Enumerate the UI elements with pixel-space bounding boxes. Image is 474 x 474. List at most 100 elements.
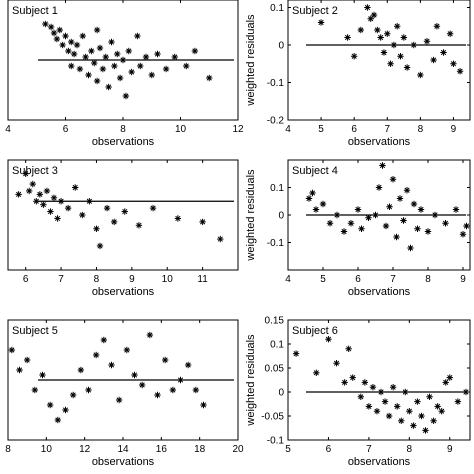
x-axis-label: observations (348, 456, 411, 468)
data-point (333, 360, 340, 367)
data-point (217, 235, 224, 243)
data-point (370, 11, 378, 19)
data-point (85, 386, 92, 394)
data-point (426, 393, 433, 400)
data-point (105, 83, 112, 91)
data-point (62, 32, 69, 40)
data-point (174, 215, 182, 222)
data-point (410, 41, 417, 49)
y-tick-label: 0.1 (270, 3, 284, 14)
data-point (131, 371, 138, 379)
panel-5: 8 10 12 14 16 18 20 Subject 5 observations (5, 319, 244, 468)
data-point (377, 388, 385, 396)
data-point (344, 34, 351, 41)
x-tick-label: 7 (366, 444, 372, 455)
data-point (406, 408, 413, 415)
panel-6: 5 6 7 8 9 0.15 0.1 0.05 0 -0.05 -0.1 Subject 6 obser… (245, 316, 471, 468)
data-point (96, 44, 104, 52)
data-point (154, 50, 161, 58)
data-point (47, 23, 55, 31)
panel-2: 4 5 6 7 8 9 0.1 0 -0.1 -0.2 Subject 2 observations w… (245, 0, 471, 148)
data-point (65, 47, 72, 55)
data-point (177, 376, 184, 384)
data-point (123, 346, 131, 354)
x-tick-label: 8 (5, 444, 11, 455)
data-point (15, 191, 22, 198)
x-tick-label: 5 (320, 274, 326, 285)
data-point (40, 201, 47, 208)
data-point (111, 62, 118, 70)
x-tick-label: 5 (285, 444, 291, 455)
data-point (394, 23, 401, 30)
data-point (29, 180, 36, 188)
data-point (365, 403, 373, 410)
data-point (410, 422, 417, 429)
panel-title: Subject 1 (12, 5, 58, 17)
x-tick-label: 14 (117, 444, 129, 455)
data-point (386, 203, 393, 210)
data-point (88, 47, 95, 55)
x-tick-label: 12 (232, 124, 244, 135)
data-point (135, 222, 143, 229)
y-tick-label: 0 (278, 388, 284, 399)
data-point (125, 47, 132, 55)
x-tick-label: 7 (390, 274, 396, 285)
data-point (53, 35, 61, 43)
panel-title: Subject 3 (12, 165, 58, 177)
data-point (389, 384, 397, 391)
data-point (148, 71, 155, 79)
data-point (100, 336, 108, 344)
data-point (50, 194, 58, 202)
data-point (381, 398, 389, 405)
x-tick-label: 12 (79, 444, 91, 455)
data-point (184, 361, 192, 369)
panel-title: Subject 2 (292, 5, 338, 17)
x-tick-label: 20 (232, 444, 244, 455)
data-point (442, 379, 449, 386)
x-tick-label: 6 (326, 444, 332, 455)
data-point (69, 391, 77, 399)
data-point (56, 26, 63, 34)
x-tick-label: 5 (318, 124, 324, 135)
data-point (403, 64, 411, 71)
data-point (146, 331, 154, 339)
data-point (93, 77, 101, 85)
data-point (407, 244, 414, 252)
x-tick-label: 8 (407, 444, 413, 455)
data-point (79, 211, 86, 219)
data-point (446, 374, 453, 381)
data-point (26, 187, 33, 195)
data-point (397, 53, 404, 60)
y-axis-label: weighted residuals (245, 334, 257, 427)
data-point (99, 65, 107, 73)
data-point (312, 206, 320, 213)
data-point (93, 26, 101, 34)
x-tick-label: 4 (5, 124, 11, 135)
data-point (454, 398, 462, 405)
x-tick-label: 6 (351, 124, 357, 135)
data-point (393, 233, 400, 241)
data-point (350, 53, 358, 60)
data-point (76, 65, 84, 73)
data-point (161, 356, 169, 364)
panel-title: Subject 4 (292, 165, 338, 177)
data-point (39, 371, 46, 379)
data-point (149, 204, 157, 212)
data-point (8, 346, 16, 354)
data-point (62, 406, 69, 414)
data-point (340, 228, 348, 235)
data-point (463, 222, 470, 230)
data-point (410, 200, 418, 208)
data-point (354, 206, 362, 213)
data-point (70, 50, 78, 58)
data-point (313, 369, 320, 376)
y-tick-label: -0.1 (267, 238, 285, 249)
data-point (191, 47, 199, 55)
data-point (54, 416, 62, 424)
y-tick-label: 0.1 (270, 183, 284, 194)
y-tick-label: -0.2 (267, 116, 285, 127)
data-point (384, 30, 391, 37)
data-point (137, 62, 144, 70)
data-point (86, 198, 93, 205)
data-point (192, 386, 200, 394)
